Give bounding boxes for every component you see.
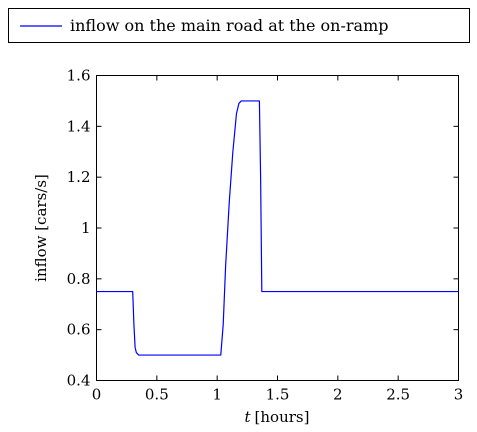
y-tick-label-3: 1 bbox=[81, 219, 91, 237]
y-tick-label-4: 1.2 bbox=[67, 168, 91, 186]
y-axis-label: inflow [cars/s] bbox=[32, 174, 50, 282]
x-tick-label-2: 1 bbox=[212, 386, 222, 404]
x-tick-label-0: 0 bbox=[92, 386, 102, 404]
x-tick-label-4: 2 bbox=[333, 386, 343, 404]
y-tick-label-2: 0.8 bbox=[67, 270, 91, 288]
series-line bbox=[96, 100, 459, 356]
y-tick-label-1: 0.6 bbox=[67, 321, 91, 339]
x-axis-label: t [hours] bbox=[245, 408, 310, 426]
legend: inflow on the main road at the on-ramp bbox=[8, 8, 470, 43]
x-axis-label-unit: [hours] bbox=[255, 408, 310, 426]
x-tick-label-5: 2.5 bbox=[386, 386, 410, 404]
y-tick-label-0: 0.4 bbox=[67, 372, 91, 390]
axis-ticks: 0 0.5 1 1.5 2 2.5 3 0.4 0.6 0.8 1 1.2 1.4 1.6 bbox=[67, 67, 464, 404]
plot-frame bbox=[96, 75, 459, 381]
y-tick-label-6: 1.6 bbox=[67, 67, 91, 85]
x-tick-label-1: 0.5 bbox=[145, 386, 169, 404]
x-tick-label-6: 3 bbox=[454, 386, 464, 404]
x-tick-label-3: 1.5 bbox=[266, 386, 290, 404]
x-axis-label-var: t bbox=[245, 408, 252, 426]
y-tick-label-5: 1.4 bbox=[67, 117, 91, 135]
legend-box bbox=[8, 8, 470, 43]
legend-label: inflow on the main road at the on-ramp bbox=[70, 16, 388, 35]
plot-area: 0 0.5 1 1.5 2 2.5 3 0.4 0.6 0.8 1 1.2 1.4 1.6 bbox=[67, 67, 464, 404]
